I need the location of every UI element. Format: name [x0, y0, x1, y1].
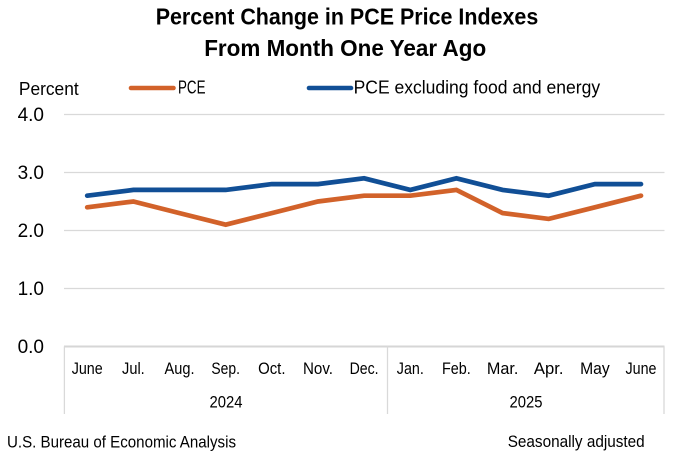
svg-text:1.0: 1.0 — [18, 279, 44, 300]
svg-text:Mar.: Mar. — [487, 360, 519, 378]
svg-text:2024: 2024 — [210, 394, 243, 412]
svg-text:Percent Change in PCE Price In: Percent Change in PCE Price Indexes — [156, 3, 539, 29]
svg-text:PCE excluding food and energy: PCE excluding food and energy — [354, 77, 601, 98]
svg-text:U.S. Bureau of Economic Analys: U.S. Bureau of Economic Analysis — [7, 433, 236, 451]
svg-text:Nov.: Nov. — [303, 360, 333, 378]
svg-text:Jul.: Jul. — [122, 360, 145, 378]
svg-text:Aug.: Aug. — [165, 360, 195, 378]
svg-text:4.0: 4.0 — [18, 105, 44, 126]
svg-text:3.0: 3.0 — [18, 163, 44, 184]
svg-text:Apr.: Apr. — [534, 360, 564, 378]
svg-text:Seasonally adjusted: Seasonally adjusted — [508, 433, 645, 451]
svg-text:Feb.: Feb. — [442, 360, 471, 378]
svg-text:2.0: 2.0 — [18, 221, 44, 242]
svg-text:Oct.: Oct. — [258, 360, 285, 378]
svg-text:0.0: 0.0 — [18, 337, 44, 358]
svg-text:Sep.: Sep. — [211, 360, 240, 378]
svg-text:PCE: PCE — [178, 77, 206, 98]
svg-text:June: June — [72, 360, 103, 378]
svg-text:2025: 2025 — [510, 394, 543, 412]
svg-text:From Month One Year Ago: From Month One Year Ago — [204, 35, 486, 61]
svg-text:Jan.: Jan. — [397, 360, 424, 378]
svg-text:Dec.: Dec. — [350, 360, 379, 378]
svg-text:Percent: Percent — [19, 78, 80, 99]
svg-text:May: May — [580, 360, 610, 378]
svg-text:June: June — [626, 360, 657, 378]
